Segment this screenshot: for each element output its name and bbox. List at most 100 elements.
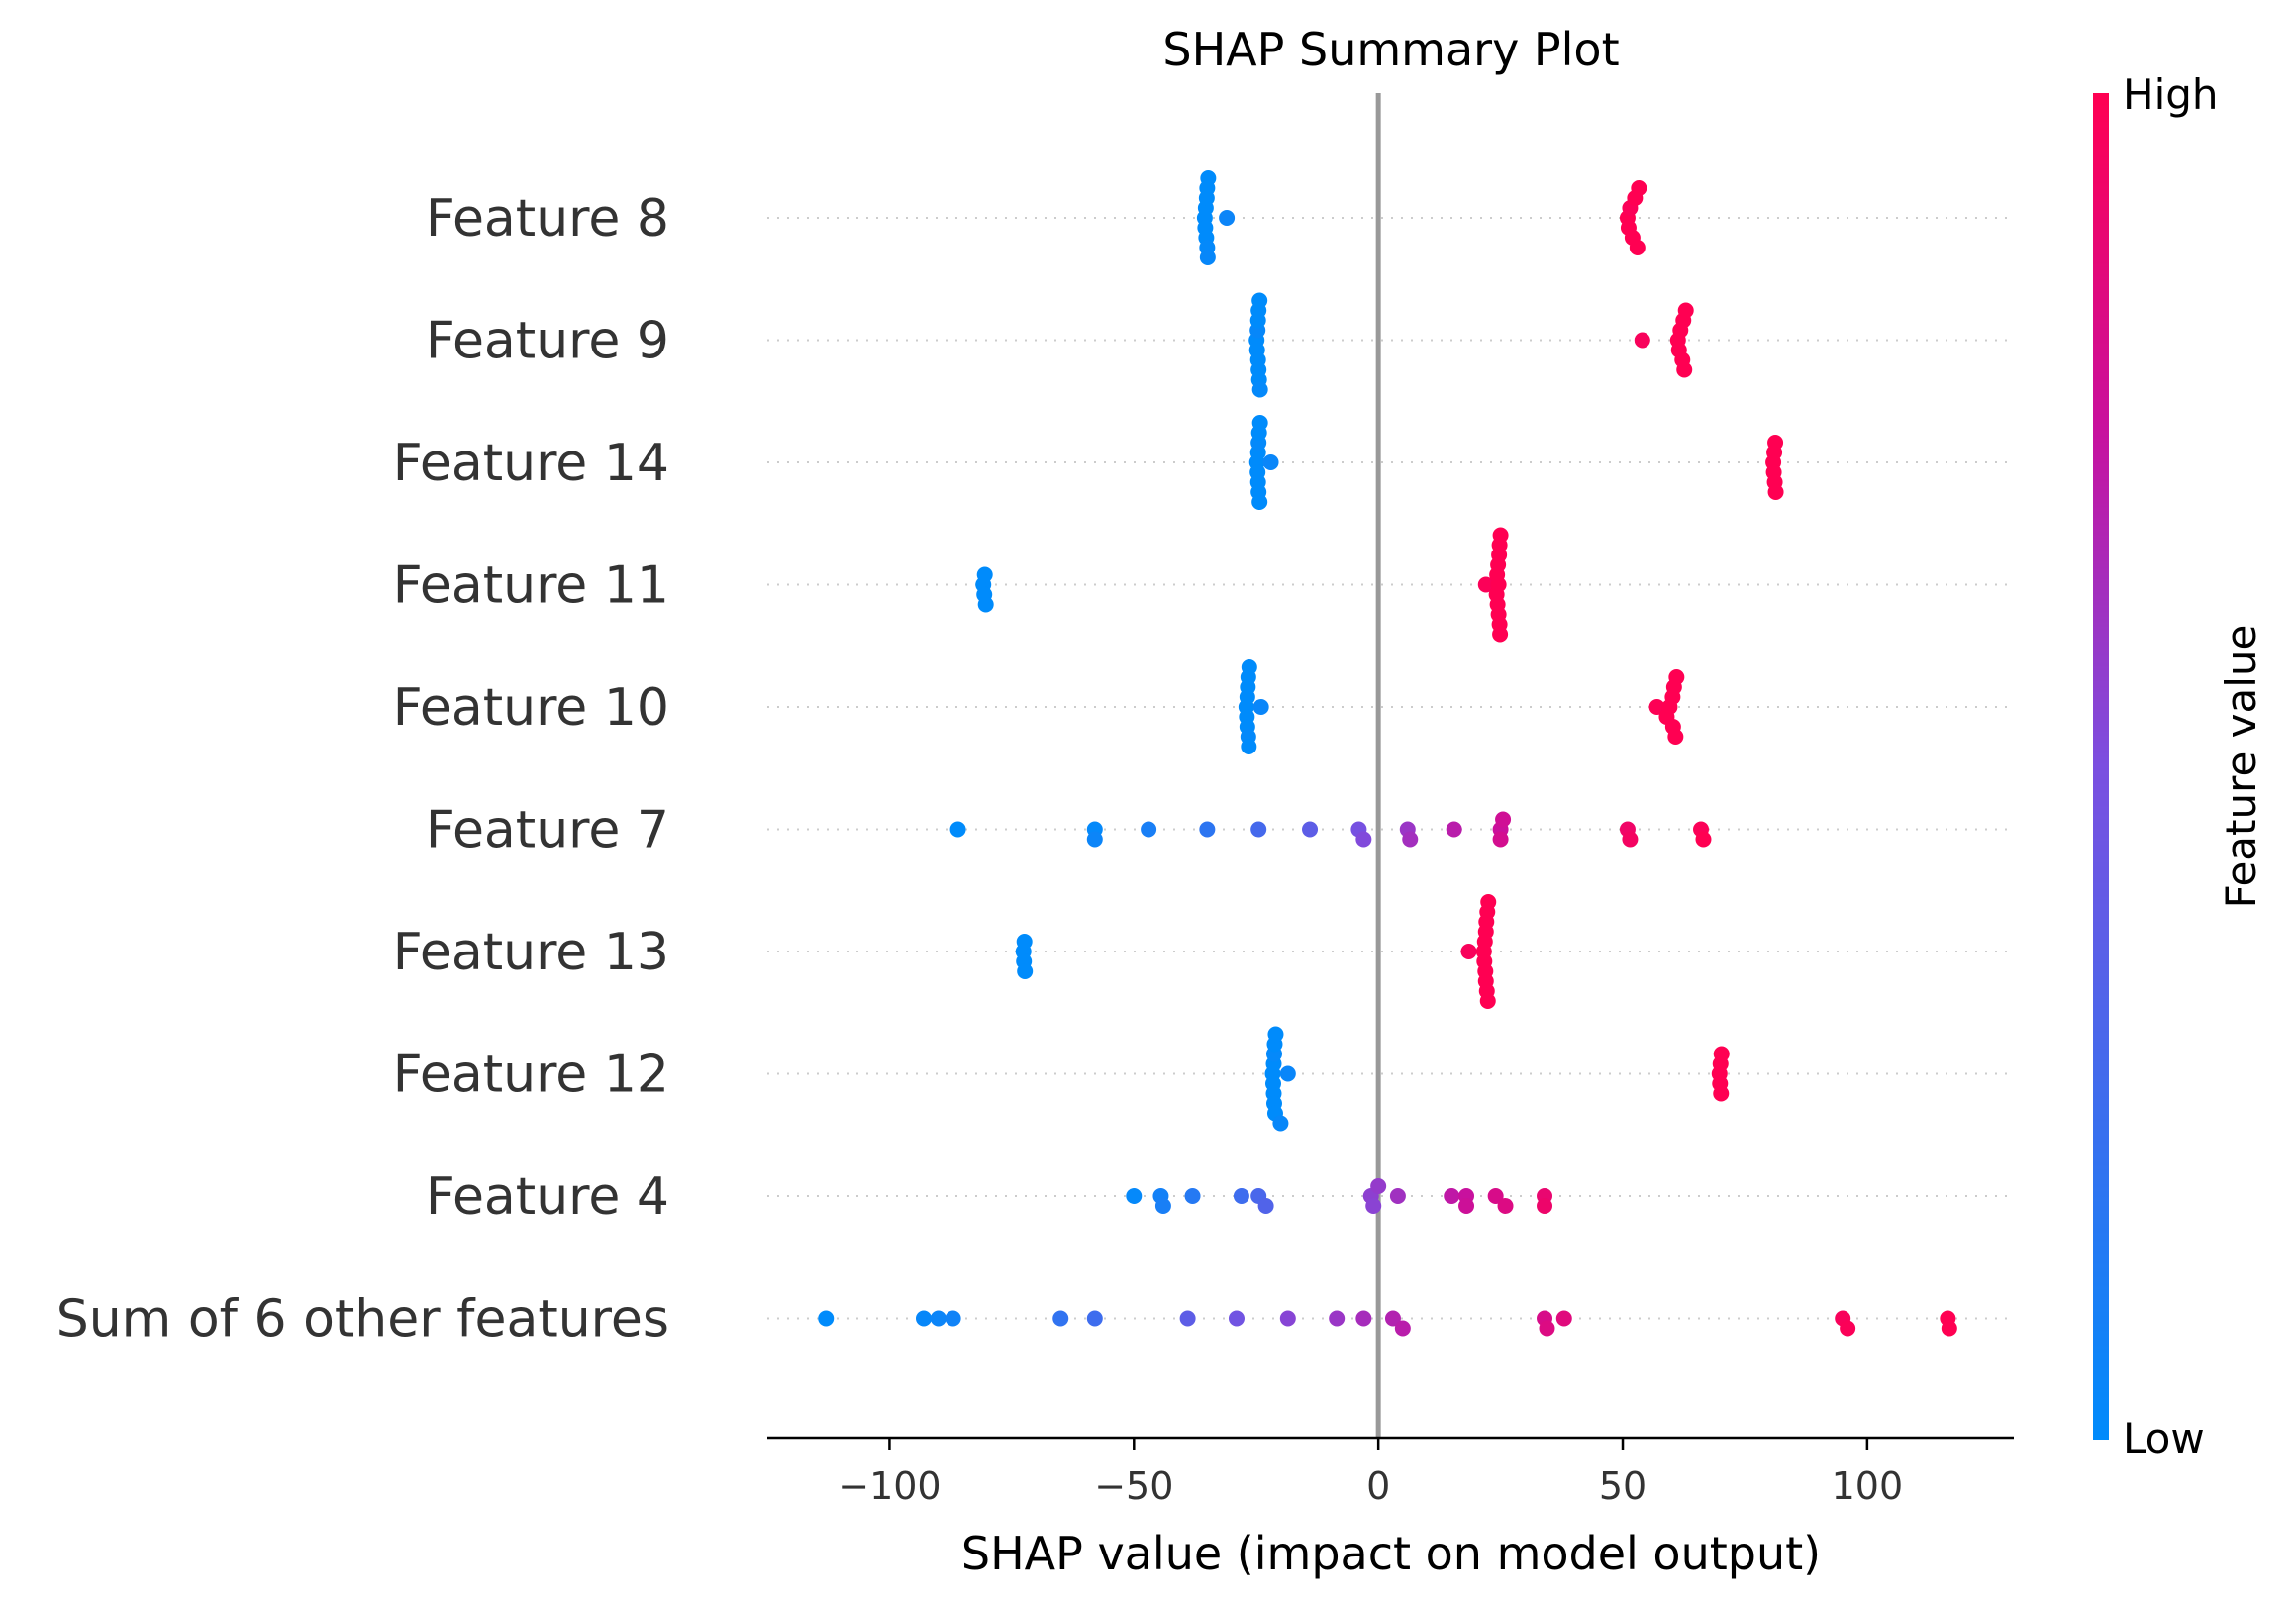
shap-point — [1184, 1188, 1201, 1204]
shap-point — [1480, 894, 1497, 910]
shap-point — [1200, 170, 1217, 186]
shap-point — [1355, 831, 1372, 848]
shap-point — [1302, 821, 1319, 838]
shap-point — [1622, 831, 1639, 848]
shap-point — [1477, 576, 1494, 593]
shap-point — [1052, 1310, 1069, 1327]
shap-point — [1713, 1046, 1730, 1062]
chart-title: SHAP Summary Plot — [1162, 23, 1619, 76]
colorbar-high-label: High — [2123, 70, 2219, 119]
shap-point — [1497, 1198, 1514, 1214]
shap-point — [1228, 1310, 1245, 1327]
feature-label: Feature 7 — [426, 801, 669, 860]
shap-point — [1444, 1188, 1460, 1204]
shap-point — [1126, 1188, 1143, 1204]
shap-point — [1262, 454, 1279, 470]
feature-label: Feature 9 — [426, 312, 669, 371]
shap-point — [1241, 659, 1257, 675]
shap-point — [1365, 1198, 1382, 1214]
shap-point — [1199, 250, 1216, 265]
shap-point — [1016, 934, 1033, 950]
shap-point — [949, 821, 966, 838]
shap-point — [1446, 821, 1462, 838]
shap-point — [1402, 831, 1419, 848]
shap-point — [1667, 729, 1684, 745]
shap-point — [976, 566, 993, 583]
row-grid-lines — [767, 217, 2014, 1320]
shap-point — [1355, 1310, 1372, 1327]
shap-point — [1676, 361, 1693, 378]
shap-point — [1490, 576, 1507, 593]
shap-point — [1460, 944, 1477, 959]
shap-point — [1384, 1310, 1401, 1327]
shap-point — [1251, 415, 1268, 431]
shap-point — [1219, 210, 1236, 226]
x-axis-ticks: −100 −50 0 50 100 — [838, 1438, 1903, 1508]
shap-point — [1241, 739, 1257, 754]
shap-point — [1840, 1320, 1856, 1337]
shap-point — [1492, 626, 1509, 643]
shap-point — [1389, 1188, 1406, 1204]
shap-point — [1141, 821, 1157, 838]
x-axis-title: SHAP value (impact on model output) — [961, 1527, 1821, 1580]
shap-point — [1537, 1198, 1553, 1214]
shap-point — [1329, 1310, 1346, 1327]
shap-point — [1017, 963, 1034, 979]
shap-point — [1555, 1310, 1572, 1327]
x-tick-label: 50 — [1599, 1464, 1647, 1508]
x-tick-label: 100 — [1832, 1464, 1904, 1508]
shap-point — [1233, 1188, 1249, 1204]
colorbar-title: Feature value — [2217, 625, 2265, 909]
shap-point — [930, 1310, 947, 1327]
feature-label: Feature 13 — [393, 923, 669, 982]
feature-label: Feature 10 — [393, 678, 669, 738]
shap-point — [1250, 821, 1267, 838]
shap-point — [1941, 1320, 1957, 1337]
shap-point — [1695, 831, 1712, 848]
shap-point — [977, 596, 994, 613]
feature-label: Feature 12 — [393, 1046, 669, 1105]
feature-label: Sum of 6 other features — [56, 1290, 669, 1350]
shap-point — [818, 1310, 835, 1327]
shap-point — [1487, 1188, 1504, 1204]
feature-rows: Feature 8 Feature 9 Feature 14 Feature 11 Fe… — [56, 170, 1957, 1350]
shap-point — [1648, 699, 1665, 715]
shap-point — [1086, 1310, 1103, 1327]
x-tick-label: 0 — [1366, 1464, 1390, 1508]
shap-point — [915, 1310, 932, 1327]
shap-point — [1251, 292, 1268, 309]
shap-point — [1154, 1198, 1171, 1214]
shap-point — [1086, 831, 1103, 848]
shap-point — [1677, 302, 1694, 319]
shap-point — [1251, 494, 1268, 510]
shap-point — [1272, 1115, 1289, 1132]
feature-label: Feature 4 — [426, 1167, 669, 1227]
shap-point — [1668, 669, 1685, 685]
shap-point — [1492, 527, 1509, 544]
x-tick-label: −100 — [838, 1464, 941, 1508]
shap-point — [1267, 1026, 1284, 1043]
shap-point — [1495, 811, 1512, 828]
feature-label: Feature 14 — [393, 434, 669, 493]
shap-point — [1631, 180, 1647, 196]
x-tick-label: −50 — [1094, 1464, 1173, 1508]
shap-point — [1279, 1310, 1296, 1327]
shap-point — [1492, 831, 1509, 848]
shap-point — [1252, 699, 1269, 715]
shap-point — [1634, 332, 1650, 349]
colorbar — [2093, 93, 2109, 1440]
shap-point — [1199, 821, 1216, 838]
colorbar-low-label: Low — [2123, 1414, 2205, 1462]
shap-point — [1767, 435, 1784, 451]
feature-label: Feature 8 — [426, 189, 669, 249]
shap-point — [1713, 1085, 1730, 1102]
shap-point — [1394, 1320, 1411, 1337]
shap-point — [1629, 240, 1646, 255]
shap-point — [1179, 1310, 1196, 1327]
shap-point — [1458, 1198, 1475, 1214]
shap-point — [1539, 1320, 1555, 1337]
shap-point — [1257, 1198, 1274, 1214]
shap-point — [945, 1310, 961, 1327]
